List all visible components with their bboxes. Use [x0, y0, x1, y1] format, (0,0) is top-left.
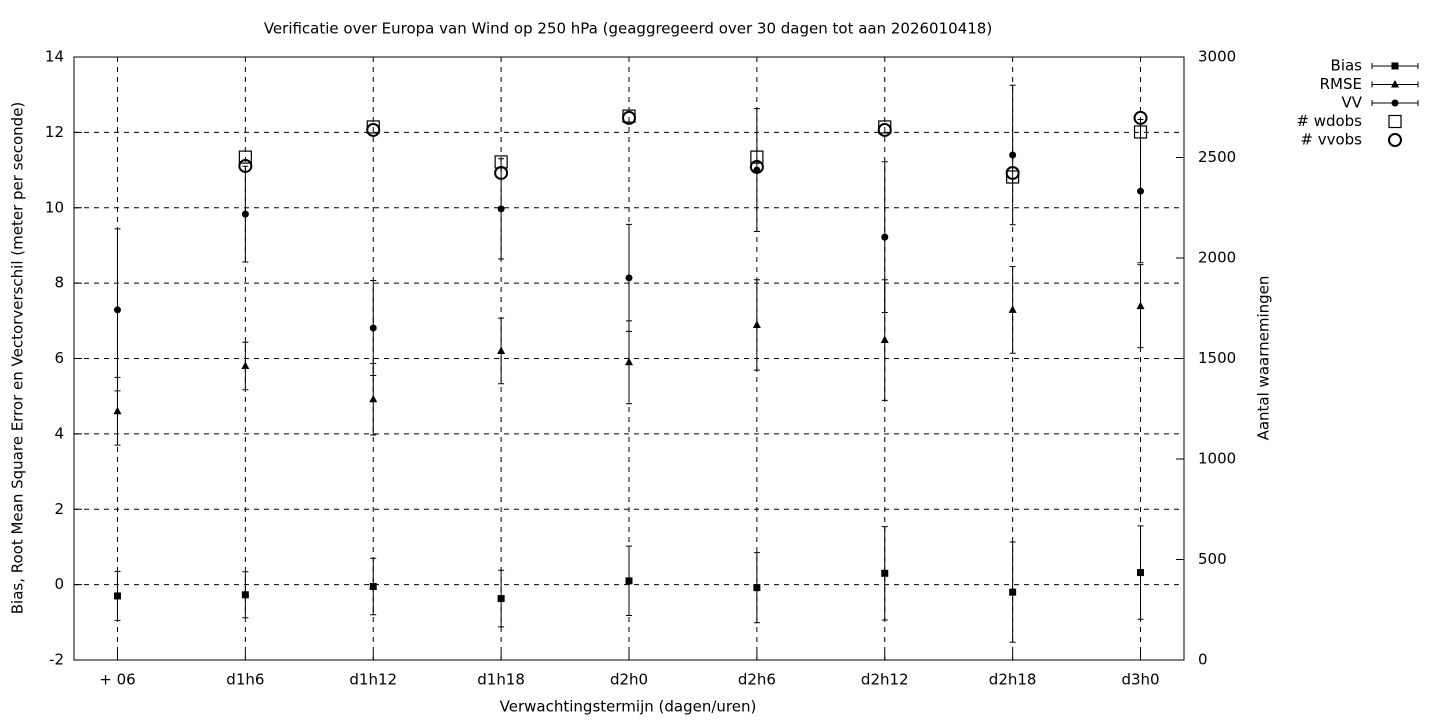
- point: [369, 583, 377, 591]
- point: [877, 122, 892, 137]
- point: [625, 357, 633, 366]
- point: [241, 361, 250, 370]
- point: [369, 324, 377, 332]
- legend-label: # vvobs: [1300, 131, 1362, 149]
- y2-tick-label: 0: [1198, 651, 1208, 669]
- point: [366, 122, 381, 137]
- y2-tick-label: 1500: [1198, 349, 1236, 367]
- point: [113, 592, 121, 600]
- point: [113, 306, 121, 314]
- point: [881, 569, 889, 577]
- point: [622, 110, 636, 125]
- legend-marker: [1391, 99, 1399, 107]
- y-tick-label: 2: [54, 500, 64, 518]
- y-axis-label: Bias, Root Mean Square Error en Vectorve…: [9, 102, 27, 615]
- point: [1005, 165, 1020, 180]
- legend-label: # wdobs: [1296, 112, 1362, 130]
- point: [1009, 588, 1017, 596]
- y-tick-label: -2: [49, 651, 64, 669]
- point: [625, 274, 633, 282]
- y-tick-label: 4: [54, 424, 64, 442]
- point: [241, 210, 249, 218]
- legend-marker: [1391, 80, 1399, 88]
- x-tick-label: d2h12: [861, 671, 909, 689]
- point: [238, 150, 252, 164]
- x-tick-label: d1h12: [349, 671, 397, 689]
- x-tick-label: d1h18: [477, 671, 525, 689]
- x-tick-label: d2h6: [738, 671, 776, 689]
- point: [494, 165, 509, 180]
- x-tick-label: d2h0: [610, 671, 648, 689]
- point: [1133, 125, 1148, 139]
- point: [881, 233, 889, 241]
- legend-label: Bias: [1331, 57, 1363, 75]
- point: [497, 205, 505, 213]
- point: [752, 320, 761, 328]
- point: [241, 591, 249, 599]
- y-tick-label: 8: [54, 274, 64, 292]
- point: [1137, 569, 1145, 577]
- point: [1006, 170, 1020, 184]
- y2-tick-label: 3000: [1198, 48, 1236, 66]
- x-tick-label: d1h6: [226, 671, 264, 689]
- point: [497, 346, 506, 354]
- point: [113, 406, 122, 415]
- point: [1009, 151, 1017, 159]
- y-tick-label: 10: [45, 198, 64, 216]
- y2-tick-label: 500: [1198, 550, 1227, 568]
- point: [1136, 301, 1145, 310]
- legend-marker: [1391, 62, 1399, 70]
- y2-tick-label: 2500: [1198, 148, 1236, 166]
- y2-tick-label: 2000: [1198, 249, 1236, 267]
- x-tick-label: + 06: [99, 671, 135, 689]
- legend-marker: [1388, 114, 1402, 129]
- point: [750, 150, 764, 164]
- point: [369, 394, 378, 403]
- point: [749, 159, 764, 174]
- x-axis-label: Verwachtingstermijn (dagen/uren): [500, 698, 757, 716]
- y2-axis-label: Aantal waarnemingen: [1255, 276, 1273, 441]
- point: [1133, 110, 1148, 125]
- y-tick-label: 6: [54, 349, 64, 367]
- chart-title: Verificatie over Europa van Wind op 250 …: [264, 20, 992, 38]
- point: [1137, 187, 1145, 195]
- point: [880, 335, 889, 344]
- legend-marker: [1388, 133, 1402, 147]
- point: [625, 577, 633, 585]
- point: [753, 584, 761, 592]
- y2-tick-label: 1000: [1198, 450, 1236, 468]
- y-tick-label: 14: [45, 48, 64, 66]
- legend-label: RMSE: [1320, 75, 1362, 93]
- y-tick-label: 0: [54, 575, 64, 593]
- x-tick-label: d3h0: [1121, 671, 1159, 689]
- plot-frame: [73, 56, 1185, 661]
- x-tick-label: d2h18: [989, 671, 1037, 689]
- point: [1008, 305, 1017, 313]
- legend-label: VV: [1341, 94, 1362, 112]
- point: [497, 595, 505, 603]
- point: [238, 158, 253, 173]
- y-tick-label: 12: [45, 123, 64, 141]
